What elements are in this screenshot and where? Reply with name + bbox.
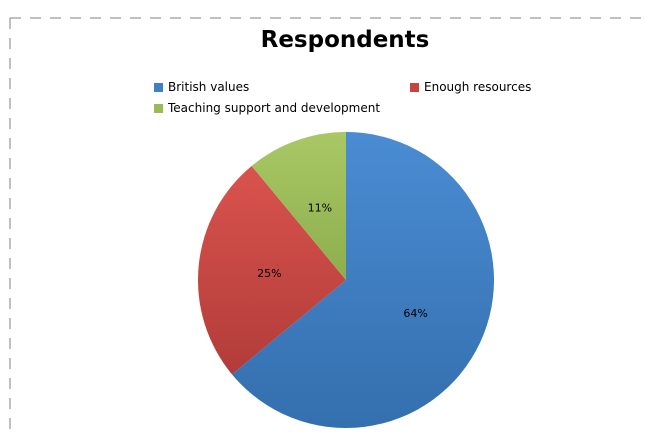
legend-swatch-teaching-support xyxy=(154,103,163,113)
legend-item-teaching-support: Teaching support and development xyxy=(154,101,380,115)
legend-swatch-british-values xyxy=(154,82,163,92)
legend-label-enough-resources: Enough resources xyxy=(424,80,532,94)
data-label-teaching-support-and-development: 11% xyxy=(308,202,332,215)
data-label-british-values: 64% xyxy=(403,307,427,320)
pie-slice-british-values xyxy=(231,132,494,429)
pie-slice-teaching-support-and-development xyxy=(251,132,346,280)
legend-label-teaching-support: Teaching support and development xyxy=(168,101,381,115)
legend-swatch-enough-resources xyxy=(410,82,419,92)
data-label-enough-resources: 25% xyxy=(257,267,281,280)
legend-label-british-values: British values xyxy=(168,80,250,94)
legend-item-enough-resources: Enough resources xyxy=(410,80,531,94)
pie-slice-enough-resources xyxy=(197,165,346,375)
chart-title: Respondents xyxy=(260,27,430,53)
legend-item-british-values: British values xyxy=(154,80,249,94)
